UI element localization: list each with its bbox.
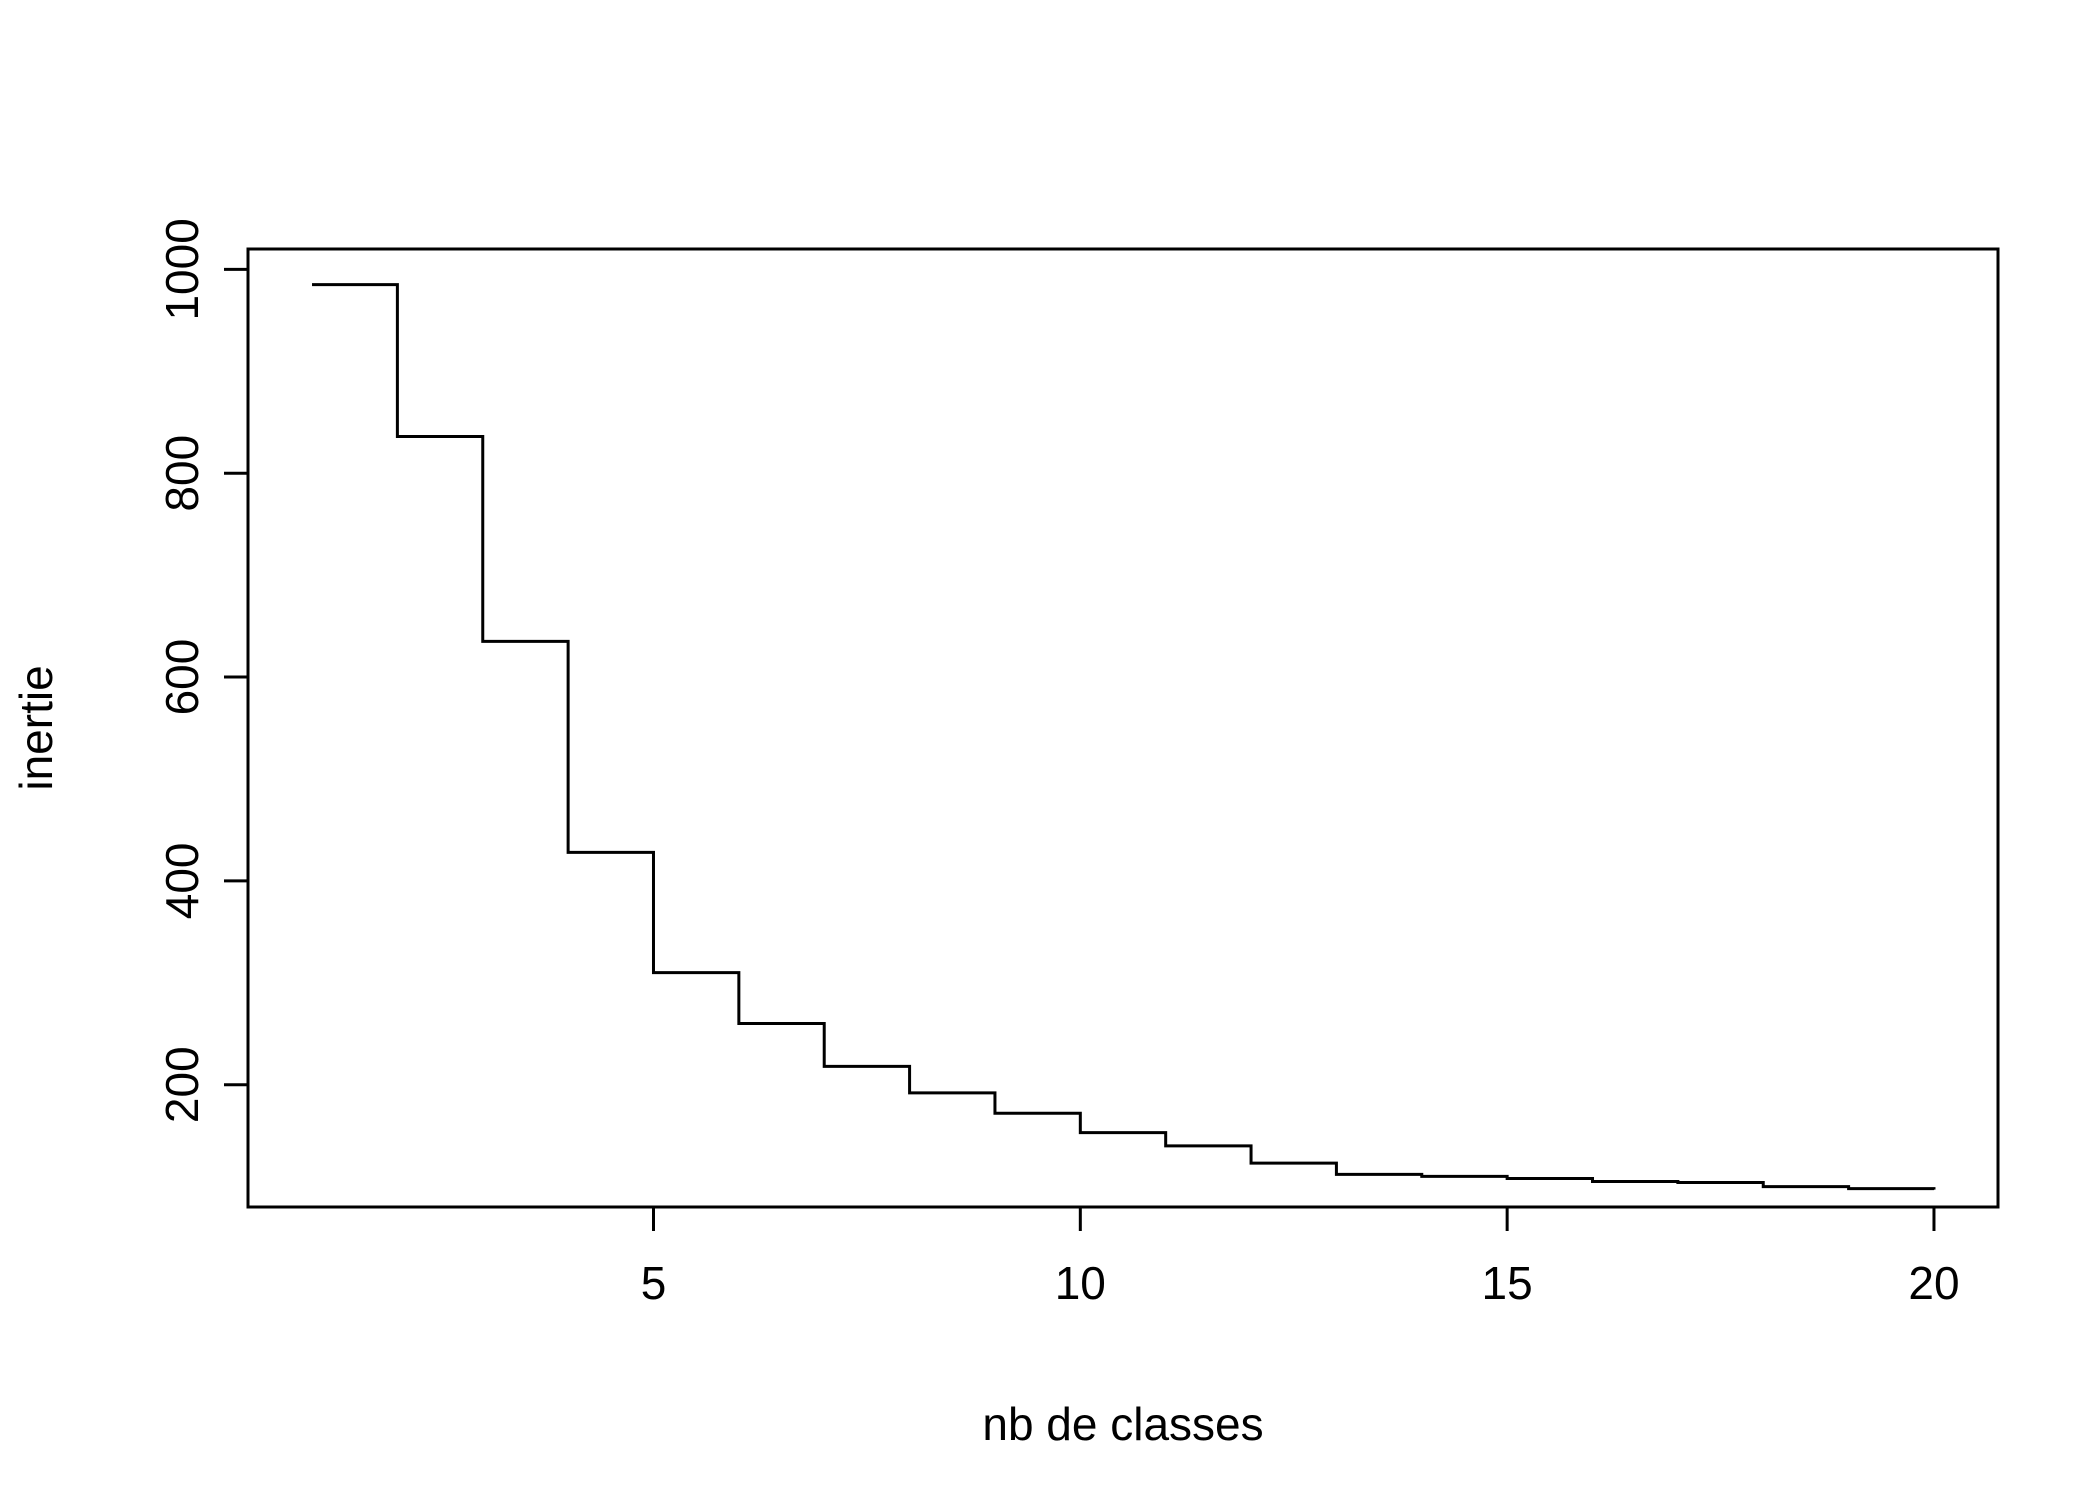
y-tick-label: 600	[156, 639, 208, 716]
x-tick-label: 5	[641, 1257, 667, 1309]
y-axis: 200 400 600 800 1000	[156, 218, 250, 1123]
x-tick-label: 10	[1055, 1257, 1106, 1309]
series-step-line	[312, 283, 1936, 1191]
x-axis: 5 10 15 20	[641, 1205, 1960, 1309]
x-tick-label: 20	[1908, 1257, 1959, 1309]
plot-frame	[246, 247, 2000, 1209]
x-axis-title: nb de classes	[982, 1398, 1263, 1450]
x-tick-label: 15	[1482, 1257, 1533, 1309]
y-axis-title: inertie	[10, 665, 62, 790]
y-tick-label: 1000	[156, 218, 208, 320]
y-tick-label: 800	[156, 435, 208, 512]
y-tick-label: 400	[156, 842, 208, 919]
y-tick-label: 200	[156, 1046, 208, 1123]
series-layer	[312, 283, 1936, 1191]
